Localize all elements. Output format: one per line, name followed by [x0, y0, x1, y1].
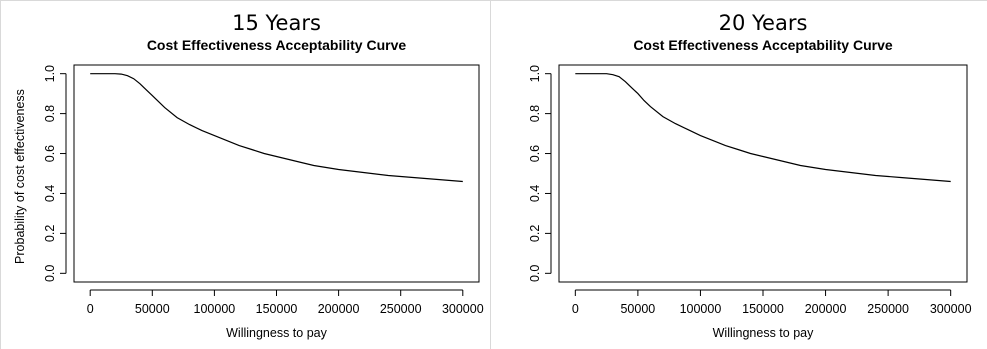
- x-tick-label: 0: [87, 302, 94, 316]
- x-tick-label: 150000: [742, 302, 784, 316]
- y-axis: 0.0 0.2 0.4 0.6 0.8 1.0: [528, 65, 552, 282]
- y-axis-label: Probability of cost effectiveness: [13, 89, 27, 264]
- x-tick-label: 300000: [442, 302, 484, 316]
- x-tick-label: 150000: [256, 302, 298, 316]
- panel-divider: [490, 0, 491, 349]
- ceac-curve: [575, 73, 951, 183]
- x-tick-label: 50000: [135, 302, 170, 316]
- y-tick-label: 1.0: [43, 65, 57, 82]
- plot-frame: [73, 64, 480, 283]
- x-tick-label: 300000: [930, 302, 972, 316]
- x-tick-label: 0: [572, 302, 579, 316]
- chart-panel-15-years: 15 Years Cost Effectiveness Acceptability…: [0, 0, 490, 349]
- figure-border-top: [0, 0, 987, 1]
- chart-svg: 20 Years Cost Effectiveness Acceptability…: [528, 11, 972, 340]
- y-tick-label: 0.8: [43, 105, 57, 122]
- y-tick-label: 0.6: [528, 145, 542, 162]
- x-tick-label: 250000: [380, 302, 422, 316]
- y-tick-label: 0.2: [528, 225, 542, 242]
- x-tick-label: 50000: [620, 302, 655, 316]
- plot-frame: [558, 64, 968, 283]
- y-tick-label: 0.4: [528, 185, 542, 202]
- x-tick-label: 100000: [194, 302, 236, 316]
- x-axis: 0 50000 100000 150000 200000 250000 300000: [87, 289, 484, 316]
- x-tick-label: 200000: [318, 302, 360, 316]
- y-tick-label: 0.0: [528, 265, 542, 282]
- x-tick-label: 250000: [867, 302, 909, 316]
- chart-title: Cost Effectiveness Acceptability Curve: [633, 37, 893, 53]
- y-tick-label: 0.8: [528, 105, 542, 122]
- y-tick-label: 1.0: [528, 65, 542, 82]
- y-axis: 0.0 0.2 0.4 0.6 0.8 1.0: [43, 65, 67, 282]
- chart-panel-20-years: 20 Years Cost Effectiveness Acceptability…: [490, 0, 987, 349]
- chart-svg: 15 Years Cost Effectiveness Acceptability…: [13, 11, 484, 340]
- y-tick-label: 0.2: [43, 225, 57, 242]
- x-tick-label: 100000: [680, 302, 722, 316]
- chart-title: Cost Effectiveness Acceptability Curve: [147, 37, 407, 53]
- y-tick-label: 0.4: [43, 185, 57, 202]
- x-axis-label: Willingness to pay: [226, 326, 327, 340]
- figure-border-left: [0, 0, 1, 349]
- x-axis: 0 50000 100000 150000 200000 250000 300000: [572, 289, 972, 316]
- y-tick-label: 0.0: [43, 265, 57, 282]
- panel-heading: 20 Years: [719, 11, 808, 35]
- ceac-curve: [90, 73, 463, 183]
- x-axis-label: Willingness to pay: [713, 326, 814, 340]
- y-tick-label: 0.6: [43, 145, 57, 162]
- x-tick-label: 200000: [805, 302, 847, 316]
- panel-heading: 15 Years: [232, 11, 321, 35]
